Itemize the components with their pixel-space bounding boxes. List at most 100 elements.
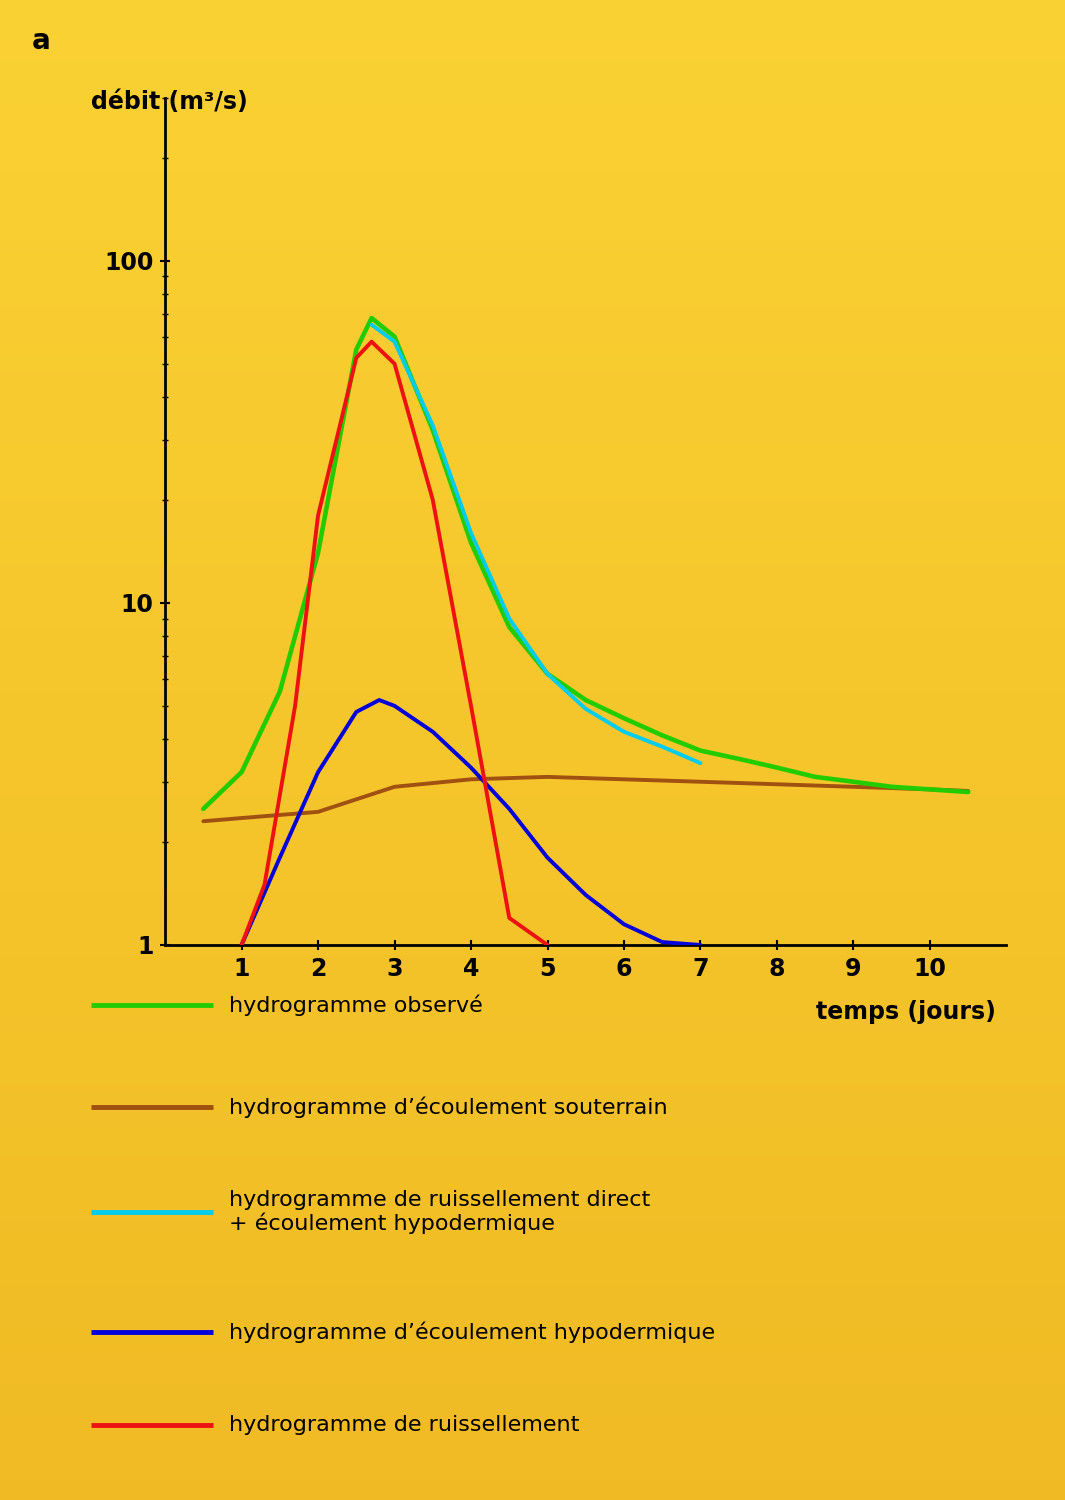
Bar [0,270,1065,274]
Bar [0,880,1065,885]
Bar [0,536,1065,540]
Bar [0,784,1065,790]
Bar [0,525,1065,530]
Bar [0,910,1065,915]
Bar [0,950,1065,956]
Bar [0,1380,1065,1384]
Bar [0,310,1065,315]
Bar [0,1234,1065,1240]
X-axis label: temps (jours): temps (jours) [816,1000,996,1024]
Bar [0,154,1065,160]
Bar [0,195,1065,200]
Bar [0,930,1065,934]
Bar [0,1316,1065,1320]
Bar [0,1460,1065,1466]
Bar [0,290,1065,296]
Text: débit (m³/s): débit (m³/s) [91,90,247,114]
Bar [0,1230,1065,1234]
Bar [0,975,1065,980]
Text: hydrogramme observé: hydrogramme observé [229,994,482,1016]
Bar [0,1406,1065,1410]
Bar [0,885,1065,890]
Bar [0,165,1065,170]
Bar [0,1384,1065,1390]
Bar [0,1174,1065,1180]
Bar [0,356,1065,360]
Bar [0,740,1065,746]
Bar [0,1354,1065,1360]
Bar [0,1106,1065,1110]
Bar [0,574,1065,580]
Bar [0,56,1065,60]
Bar [0,1215,1065,1219]
Bar [0,370,1065,375]
Bar [0,380,1065,386]
Bar [0,435,1065,439]
Bar [0,206,1065,210]
Bar [0,1275,1065,1280]
Bar [0,1200,1065,1204]
Bar [0,1490,1065,1496]
Bar [0,780,1065,784]
Bar [0,1166,1065,1170]
Bar [0,754,1065,760]
Bar [0,1054,1065,1060]
Bar [0,200,1065,206]
Bar [0,700,1065,705]
Bar [0,300,1065,304]
Bar [0,251,1065,255]
Bar [0,1090,1065,1095]
Bar [0,26,1065,30]
Bar [0,570,1065,574]
Bar [0,656,1065,660]
Bar [0,830,1065,836]
Bar [0,705,1065,710]
Text: hydrogramme de ruissellement direct
+ écoulement hypodermique: hydrogramme de ruissellement direct + éc… [229,1190,651,1234]
Bar [0,1305,1065,1310]
Bar [0,130,1065,135]
Bar [0,1046,1065,1050]
Bar [0,540,1065,544]
Bar [0,1125,1065,1130]
Bar [0,490,1065,495]
Bar [0,184,1065,190]
Bar [0,650,1065,656]
Text: hydrogramme d’écoulement souterrain: hydrogramme d’écoulement souterrain [229,1096,668,1118]
Bar [0,1286,1065,1290]
Bar [0,260,1065,266]
Bar [0,1376,1065,1380]
Bar [0,1005,1065,1010]
Bar [0,720,1065,724]
Bar [0,1114,1065,1120]
Bar [0,470,1065,476]
Bar [0,1136,1065,1140]
Bar [0,1095,1065,1100]
Bar [0,296,1065,300]
Bar [0,1040,1065,1046]
Bar [0,1020,1065,1025]
Bar [0,460,1065,465]
Bar [0,1260,1065,1264]
Bar [0,360,1065,364]
Bar [0,465,1065,470]
Bar [0,1070,1065,1076]
Bar [0,1185,1065,1190]
Bar [0,1000,1065,1005]
Bar [0,330,1065,334]
Bar [0,280,1065,285]
Bar [0,1425,1065,1430]
Bar [0,694,1065,700]
Bar [0,730,1065,735]
Bar [0,135,1065,140]
Bar [0,45,1065,50]
Bar [0,1414,1065,1420]
Bar [0,0,1065,4]
Bar [0,150,1065,154]
Bar [0,765,1065,770]
Bar [0,1030,1065,1035]
Bar [0,320,1065,326]
Bar [0,580,1065,585]
Bar [0,940,1065,945]
Bar [0,510,1065,515]
Bar [0,64,1065,70]
